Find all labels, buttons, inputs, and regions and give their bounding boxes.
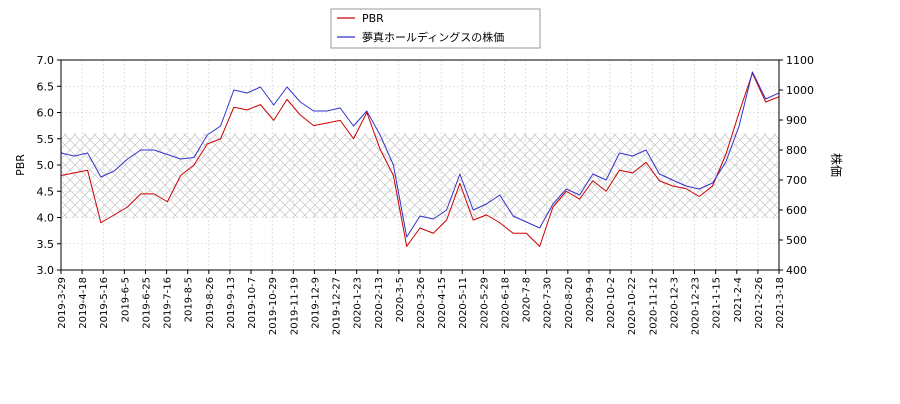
- x-tick-label: 2020-7-30: [543, 277, 554, 329]
- left-axis: 3.0 3.5 4.0 4.5 5.0 5.5 6.0 6.5 7.0: [37, 54, 61, 277]
- right-axis: 400 500 600 700 800 900 1000 1100: [779, 54, 814, 277]
- x-tick-label: 2019-12-9: [310, 277, 321, 329]
- right-tick-label: 700: [786, 174, 807, 187]
- x-tick-label: 2020-10-2: [606, 277, 617, 329]
- x-tick-label: 2021-3-18: [775, 277, 786, 329]
- left-tick-label: 3.0: [37, 264, 55, 277]
- right-tick-label: 400: [786, 264, 807, 277]
- x-tick-label: 2021-2-26: [754, 277, 765, 329]
- x-tick-label: 2020-5-29: [479, 277, 490, 329]
- x-tick-label: 2019-12-27: [332, 277, 343, 335]
- left-tick-label: 5.0: [37, 159, 55, 172]
- x-tick-label: 2019-6-5: [120, 277, 131, 322]
- left-tick-label: 6.0: [37, 107, 55, 120]
- left-tick-label: 4.5: [37, 185, 55, 198]
- x-tick-label: 2019-11-19: [289, 277, 300, 335]
- left-axis-label: PBR: [14, 154, 27, 176]
- left-tick-label: 3.5: [37, 238, 55, 251]
- x-tick-label: 2020-12-23: [691, 277, 702, 335]
- x-tick-label: 2019-5-16: [99, 277, 110, 329]
- x-tick-label: 2021-2-4: [733, 277, 744, 322]
- x-tick-label: 2019-9-13: [226, 277, 237, 329]
- x-tick-label: 2020-5-11: [458, 277, 469, 329]
- right-tick-label: 1100: [786, 54, 814, 67]
- x-tick-label: 2020-1-23: [353, 277, 364, 329]
- x-tick-label: 2020-4-15: [437, 277, 448, 329]
- x-tick-label: 2019-8-5: [184, 277, 195, 322]
- right-tick-label: 800: [786, 144, 807, 157]
- series-lines: [61, 71, 779, 247]
- legend: PBR 夢真ホールディングスの株価: [330, 8, 541, 49]
- legend-label-pbr: PBR: [362, 12, 384, 25]
- x-axis: 2019-3-29 2019-4-18 2019-5-16 2019-6-5 2019-…: [57, 270, 786, 335]
- x-tick-label: 2020-10-22: [627, 277, 638, 335]
- x-tick-label: 2020-3-26: [416, 277, 427, 329]
- x-tick-label: 2021-1-15: [712, 277, 723, 329]
- left-tick-label: 5.5: [37, 133, 55, 146]
- x-tick-label: 2019-8-26: [205, 277, 216, 329]
- right-tick-label: 600: [786, 204, 807, 217]
- x-tick-label: 2019-10-7: [247, 277, 258, 329]
- x-tick-label: 2019-6-25: [141, 277, 152, 329]
- pbr-line: [61, 72, 779, 247]
- x-tick-label: 2020-8-20: [564, 277, 575, 329]
- x-tick-label: 2020-2-13: [374, 277, 385, 329]
- x-tick-label: 2020-3-5: [395, 277, 406, 322]
- x-tick-label: 2019-4-18: [78, 277, 89, 329]
- x-tick-label: 2020-11-12: [648, 277, 659, 335]
- x-tick-label: 2020-9-9: [585, 277, 596, 322]
- x-tick-label: 2020-6-18: [500, 277, 511, 329]
- stock-price-line: [61, 71, 779, 238]
- x-tick-label: 2019-10-29: [268, 277, 279, 335]
- x-tick-label: 2020-12-3: [669, 277, 680, 329]
- right-axis-label: 株価: [829, 153, 844, 177]
- right-tick-label: 1000: [786, 84, 814, 97]
- x-tick-label: 2019-7-16: [163, 277, 174, 329]
- legend-label-price: 夢真ホールディングスの株価: [362, 30, 504, 44]
- right-tick-label: 500: [786, 234, 807, 247]
- left-tick-label: 7.0: [37, 54, 55, 67]
- legend-box: [330, 8, 541, 49]
- right-tick-label: 900: [786, 114, 807, 127]
- left-tick-label: 4.0: [37, 212, 55, 225]
- left-tick-label: 6.5: [37, 80, 55, 93]
- x-tick-label: 2019-3-29: [57, 277, 68, 329]
- x-tick-label: 2020-7-8: [522, 277, 533, 322]
